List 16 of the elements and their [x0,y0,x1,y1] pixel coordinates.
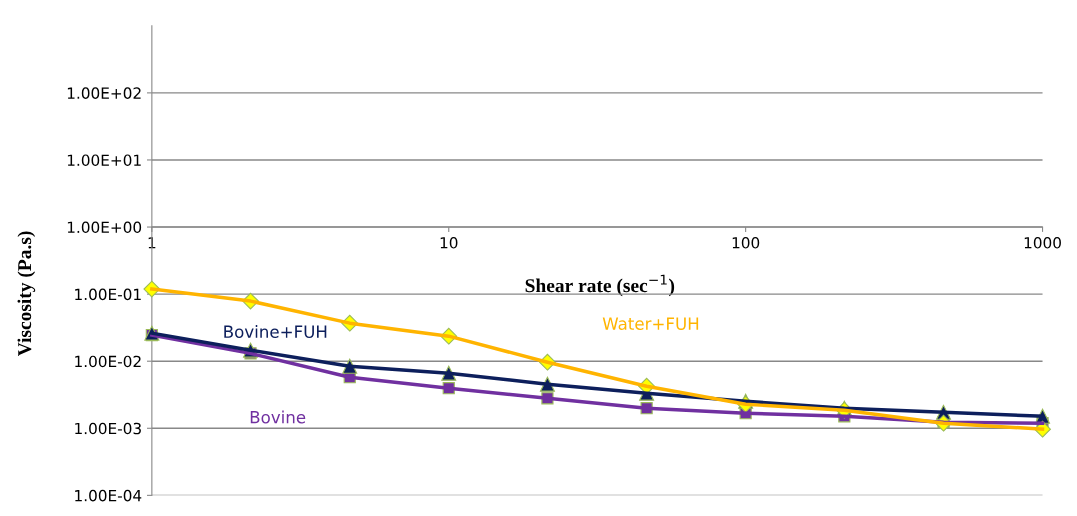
y-tick-label: 1.00E+02 [67,87,141,99]
text: Bovine [250,410,306,424]
x-tick-label: 10 [440,237,458,249]
y-tick-label: 1.00E-04 [75,489,142,502]
y-tick-label: 1.00E+00 [67,221,142,234]
text: Water+FUH [602,317,699,330]
x-tick-label: 1000 [1024,237,1061,249]
y-axis-title: Viscosity (Pa.s) [17,231,36,357]
series-label: Bovine+FUH [224,325,327,338]
x-tick-label: 1 [148,237,156,249]
y-tick-label: 1.00E-03 [75,422,141,435]
y-tick-label: 1.00E-02 [75,355,141,368]
x-tick-label: 100 [732,237,760,249]
y-tick-label: 1.00E+01 [67,154,141,166]
y-tick-label: 1.00E-01 [75,288,141,301]
x-axis-title: Shear rate (sec$^{−1}$) [525,274,675,297]
